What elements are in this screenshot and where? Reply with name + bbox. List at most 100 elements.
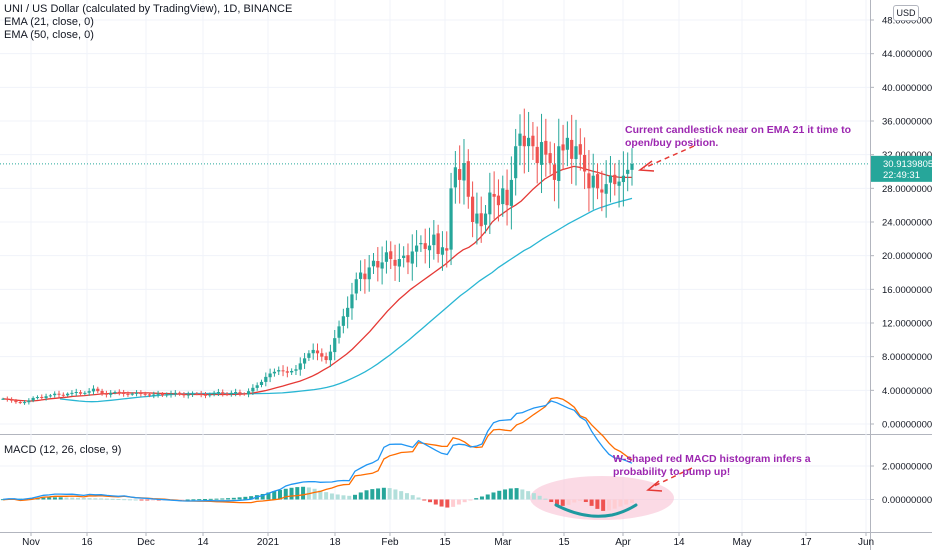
macd-hist-bar <box>451 499 456 507</box>
macd-hist-bar <box>485 494 490 500</box>
price-annotation-text: Current candlestick near on EMA 21 it ti… <box>625 124 851 149</box>
candle-body <box>483 213 488 225</box>
candle-body <box>488 192 492 215</box>
candle-body <box>453 167 457 188</box>
ema-50-line <box>59 197 633 403</box>
candle-body <box>298 363 302 370</box>
candle-body <box>18 402 22 404</box>
candle-body <box>380 262 384 269</box>
macd-hist-bar <box>370 489 375 500</box>
macd-signal-line <box>2 397 633 504</box>
macd-highlight <box>530 476 674 520</box>
macd-hist-bar <box>324 492 329 500</box>
macd-arrow <box>651 467 693 488</box>
candle-body <box>251 387 255 392</box>
candle-body <box>514 146 518 179</box>
price-tick-label: 16.00000000 <box>882 285 932 296</box>
candle-body <box>87 391 91 393</box>
candle-body <box>70 392 74 394</box>
macd-hist-bar <box>376 488 381 500</box>
candle-body <box>104 393 108 395</box>
candle-body <box>91 388 96 392</box>
ema-21-legend[interactable]: EMA (21, close, 0) <box>4 16 94 28</box>
candle-body <box>238 392 242 394</box>
candle-body <box>350 294 354 309</box>
macd-hist-bar <box>428 499 433 503</box>
macd-hist-bar <box>197 499 202 501</box>
candle-body <box>544 140 548 155</box>
macd-hist-bar <box>76 497 81 500</box>
macd-hist-bar <box>347 495 352 500</box>
candle-body <box>587 173 591 189</box>
candle-body <box>354 279 358 294</box>
macd-hist-bar <box>503 489 508 500</box>
time-tick-label: 17 <box>800 537 812 548</box>
macd-line <box>2 400 633 502</box>
candle-body <box>371 260 376 267</box>
macd-hist-bar <box>237 497 242 500</box>
macd-hist-bar <box>81 497 86 500</box>
macd-hist-bar <box>618 499 623 507</box>
time-tick-label: Feb <box>381 537 399 548</box>
macd-hist-bar <box>531 493 536 500</box>
candle-body <box>117 391 121 393</box>
candle-body <box>165 394 169 396</box>
candle-body <box>561 144 565 151</box>
candle-body <box>152 394 156 396</box>
macd-hist-bar <box>439 499 444 507</box>
macd-hist-bar <box>243 496 248 500</box>
candle-body <box>14 400 18 403</box>
symbol-title[interactable]: UNI / US Dollar (calculated by TradingVi… <box>4 3 293 15</box>
macd-hist-bar <box>99 498 104 500</box>
macd-hist-bar <box>497 490 502 500</box>
candle-body <box>130 393 134 395</box>
candle-body <box>501 188 505 205</box>
macd-hist-bar <box>179 499 184 501</box>
time-tick-label: 18 <box>329 537 341 548</box>
time-tick-label: 14 <box>197 537 209 548</box>
candle-body <box>509 179 513 206</box>
macd-hist-bar <box>468 499 473 501</box>
macd-hist-bar <box>537 495 542 500</box>
macd-hist-bar <box>549 499 554 503</box>
candle-body <box>277 370 281 372</box>
macd-tick-label: 0.00000000 <box>882 495 932 506</box>
macd-hist-bar <box>601 499 606 511</box>
macd-hist-bar <box>335 494 340 500</box>
candle-body <box>229 392 233 395</box>
candle-body <box>557 146 561 181</box>
macd-hist-bar <box>422 499 427 501</box>
candlestick-series <box>1 108 634 405</box>
currency-button[interactable]: USD <box>893 5 919 21</box>
candle-body <box>208 394 212 396</box>
candle-body <box>458 169 462 180</box>
candle-body <box>384 252 389 262</box>
candle-body <box>333 338 337 353</box>
macd-hist-bar <box>578 499 583 501</box>
candle-body <box>216 392 221 394</box>
macd-hist-bar <box>381 487 386 500</box>
candle-body <box>61 394 65 396</box>
macd-hist-bar <box>231 497 236 500</box>
candle-body <box>445 248 449 251</box>
macd-title[interactable]: MACD (12, 26, close, 9) <box>4 444 122 456</box>
candle-body <box>552 164 557 180</box>
macd-hist-bar <box>479 496 484 500</box>
ema-50-path <box>59 197 633 403</box>
macd-hist-bar <box>474 498 479 500</box>
candle-body <box>423 243 427 249</box>
macd-hist-bar <box>185 499 190 501</box>
macd-hist-bar <box>445 499 450 508</box>
candle-body <box>604 184 608 194</box>
macd-hist-bar <box>289 487 294 500</box>
candle-body <box>48 395 52 397</box>
candle-body <box>595 174 600 189</box>
ema-50-legend[interactable]: EMA (50, close, 0) <box>4 29 94 41</box>
time-tick-label: Apr <box>615 537 631 548</box>
macd-hist-bar <box>208 498 213 500</box>
macd-hist-bar <box>433 499 438 505</box>
candle-body <box>259 381 264 385</box>
candle-body <box>113 392 117 394</box>
